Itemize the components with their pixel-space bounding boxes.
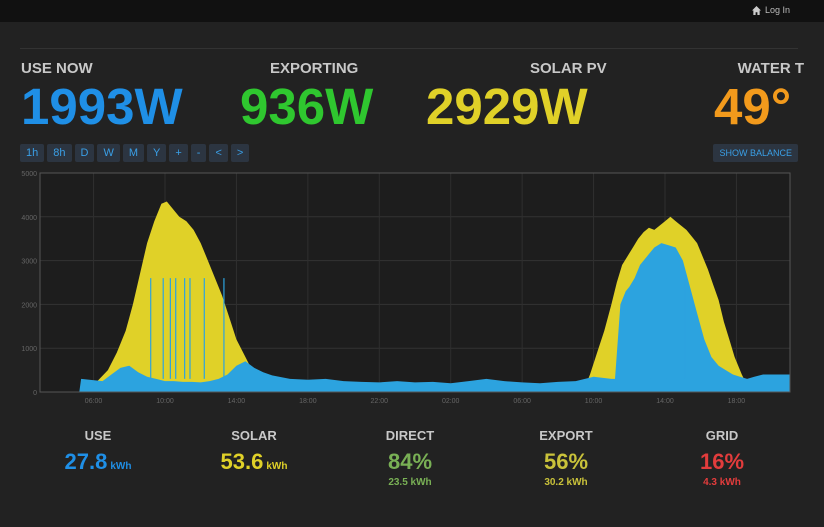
direct-summary-value: 84% xyxy=(387,449,433,474)
export-summary-energy: 30.2 kWh xyxy=(544,477,588,488)
solar-pv-value: 2929W xyxy=(426,78,588,135)
login-label: Log In xyxy=(764,5,790,15)
use-series-area xyxy=(40,243,790,392)
y-tick-label: 0 xyxy=(33,390,37,397)
range-year-button[interactable]: Y xyxy=(147,144,167,162)
solar-summary: SOLAR 53.6 kWh xyxy=(184,428,324,475)
water-temp-value: 49° xyxy=(714,78,792,135)
grid-summary: GRID 16% 4.3 kWh xyxy=(652,428,792,488)
x-tick-label: 14:00 xyxy=(656,398,674,405)
y-tick-label: 3000 xyxy=(21,259,37,266)
x-tick-label: 02:00 xyxy=(442,398,460,405)
pan-left-button[interactable]: < xyxy=(209,144,228,162)
export-summary-value: 56% xyxy=(543,449,589,474)
direct-summary: DIRECT 84% 23.5 kWh xyxy=(340,428,480,488)
y-tick-label: 4000 xyxy=(21,215,37,222)
range-8h-button[interactable]: 8h xyxy=(47,144,72,162)
solar-summary-unit: kWh xyxy=(266,461,288,472)
time-range-toolbar: 1h 8h D W M Y + - < > xyxy=(20,144,250,162)
use-summary-unit: kWh xyxy=(110,461,132,472)
x-tick-label: 10:00 xyxy=(156,398,174,405)
range-month-button[interactable]: M xyxy=(122,144,145,162)
water-temp-stat: WATER T 49° xyxy=(712,60,804,132)
use-now-label: USE NOW xyxy=(21,60,93,77)
x-tick-label: 18:00 xyxy=(728,398,746,405)
use-now-value: 1993W xyxy=(21,78,183,135)
login-link[interactable]: Log In xyxy=(751,5,790,15)
top-navbar: Log In xyxy=(0,0,824,22)
zoom-in-button[interactable]: + xyxy=(169,144,188,162)
pan-right-button[interactable]: > xyxy=(230,144,250,162)
y-tick-label: 1000 xyxy=(21,346,37,353)
chart-border xyxy=(39,172,791,393)
power-chart[interactable]: 0 1000 2000 3000 4000 5000 06:00 10:00 14:00 18:0… xyxy=(0,165,824,410)
grid-summary-energy: 4.3 kWh xyxy=(703,477,741,488)
solar-summary-label: SOLAR xyxy=(231,428,277,443)
direct-summary-energy: 23.5 kWh xyxy=(388,477,432,488)
use-now-stat: USE NOW 1993W xyxy=(21,60,183,132)
range-week-button[interactable]: W xyxy=(97,144,120,162)
water-temp-label: WATER T xyxy=(737,60,804,77)
use-summary-value: 27.8 xyxy=(64,449,108,474)
x-tick-label: 22:00 xyxy=(371,398,389,405)
x-tick-label: 14:00 xyxy=(228,398,246,405)
exporting-stat: EXPORTING 936W xyxy=(240,60,373,132)
range-day-button[interactable]: D xyxy=(74,144,95,162)
grid-summary-label: GRID xyxy=(705,428,739,443)
solar-pv-label: SOLAR PV xyxy=(530,60,607,77)
export-summary: EXPORT 56% 30.2 kWh xyxy=(496,428,636,488)
zoom-out-button[interactable]: - xyxy=(190,144,207,162)
direct-summary-label: DIRECT xyxy=(385,428,435,443)
solar-series-area xyxy=(40,201,790,392)
y-tick-label: 5000 xyxy=(21,171,37,178)
use-summary-label: USE xyxy=(84,428,112,443)
export-summary-label: EXPORT xyxy=(539,428,593,443)
x-tick-label: 06:00 xyxy=(513,398,531,405)
power-chart-container: 0 1000 2000 3000 4000 5000 06:00 10:00 14:00 18:0… xyxy=(0,165,824,415)
home-icon xyxy=(751,5,761,15)
exporting-label: EXPORTING xyxy=(270,60,359,77)
show-balance-button[interactable]: SHOW BALANCE xyxy=(713,144,798,162)
exporting-value: 936W xyxy=(240,78,374,135)
x-tick-label: 10:00 xyxy=(585,398,603,405)
solar-pv-stat: SOLAR PV 2929W xyxy=(426,60,607,132)
grid-summary-value: 16% xyxy=(699,449,745,474)
solar-summary-value: 53.6 xyxy=(220,449,264,474)
x-tick-label: 18:00 xyxy=(299,398,317,405)
divider xyxy=(20,48,798,49)
use-summary: USE 27.8 kWh xyxy=(28,428,168,475)
y-tick-label: 2000 xyxy=(21,302,37,309)
range-1h-button[interactable]: 1h xyxy=(20,144,45,162)
x-tick-label: 06:00 xyxy=(85,398,103,405)
